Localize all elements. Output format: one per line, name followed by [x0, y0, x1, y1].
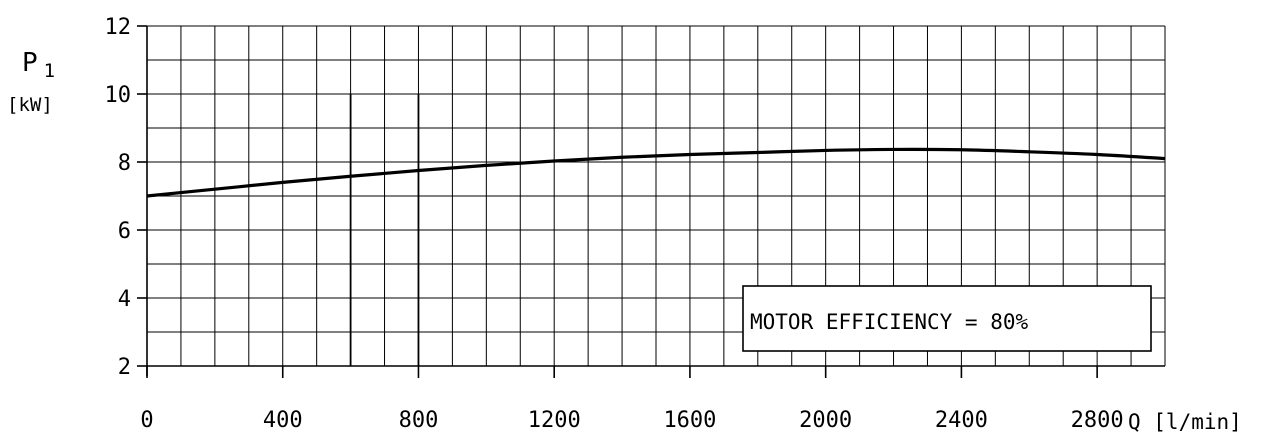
- x-tick-label: 2400: [935, 408, 988, 433]
- series-layer: [146, 147, 1166, 198]
- y-axis-symbol: P: [22, 48, 38, 78]
- y-tick-label: 10: [105, 83, 132, 108]
- x-tick-label: 2000: [799, 408, 852, 433]
- tick-labels: 2 4 6 8 10 12 0 400 800 1200 1600 2000 2400 2800: [105, 15, 1124, 433]
- x-tick-label: 1200: [528, 408, 581, 433]
- x-axis-label: Q [l/min]: [1128, 410, 1242, 433]
- x-tick-label: 400: [263, 408, 303, 433]
- y-tick-label: 6: [118, 219, 131, 244]
- x-tick-label: 1600: [663, 408, 716, 433]
- y-tick-label: 2: [118, 355, 131, 380]
- annotation-frame: [742, 285, 1152, 352]
- y-tick-label: 4: [118, 287, 131, 312]
- annotation-box: MOTOR EFFICIENCY = 80%: [742, 285, 1152, 352]
- x-tick-label: 800: [399, 408, 439, 433]
- grid-major: [146, 26, 1165, 376]
- y-axis-unit: [kW]: [7, 94, 53, 116]
- x-tick-label: 2800: [1071, 408, 1124, 433]
- y-axis-subscript: 1: [44, 60, 55, 82]
- x-tick-label: 0: [140, 408, 153, 433]
- power-curve-line: [146, 147, 1166, 198]
- annotation-text: MOTOR EFFICIENCY = 80%: [750, 310, 1029, 334]
- y-tick-label: 8: [118, 151, 131, 176]
- y-tick-label: 12: [105, 15, 132, 40]
